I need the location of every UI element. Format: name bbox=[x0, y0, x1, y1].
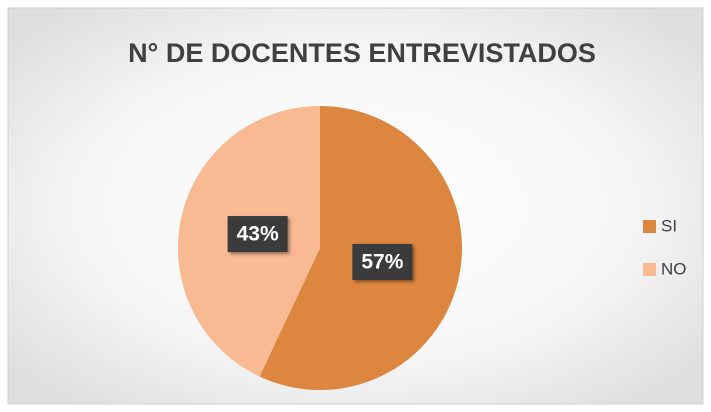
data-label: 57% bbox=[361, 250, 403, 273]
legend-label: NO bbox=[661, 259, 687, 278]
data-label-box bbox=[352, 243, 413, 280]
data-label: 43% bbox=[237, 223, 279, 246]
legend-swatch bbox=[643, 263, 656, 276]
data-label-box bbox=[227, 216, 288, 253]
legend-label: SI bbox=[661, 216, 677, 235]
chart-title: N° DE DOCENTES ENTREVISTADOS bbox=[128, 38, 596, 68]
legend-swatch bbox=[643, 220, 656, 233]
